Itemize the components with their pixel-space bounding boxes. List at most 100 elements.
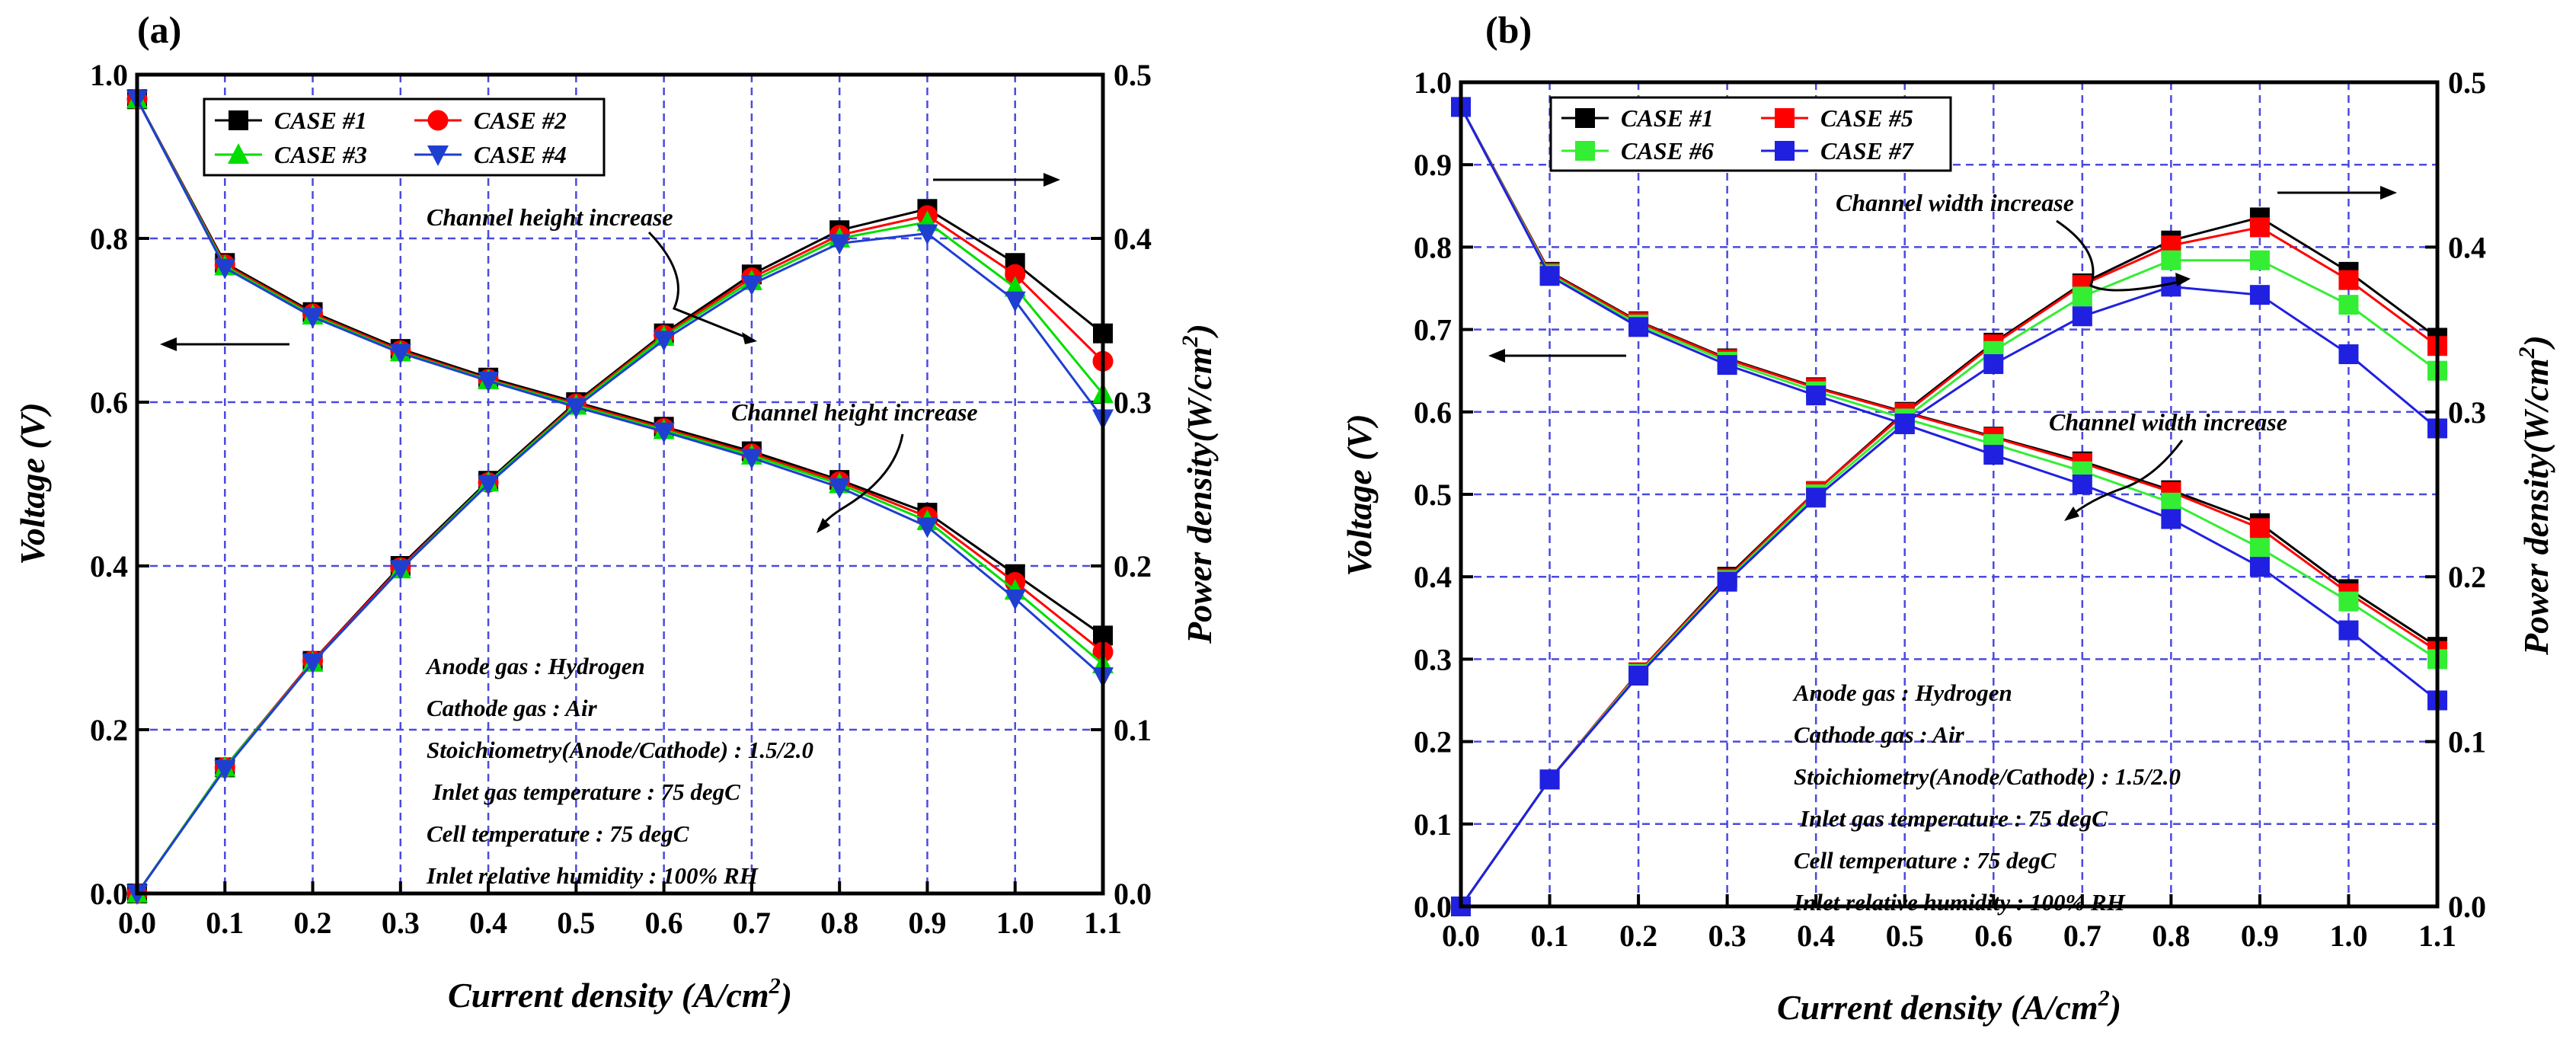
panel-a-conditions: Anode gas : Hydrogen Cathode gas : Air S…: [425, 653, 813, 889]
x-tick-label: 0.6: [1974, 919, 2012, 953]
y-left-tick-label: 0.6: [1414, 395, 1452, 430]
legend-case3-marker: [228, 143, 249, 164]
series-case5-power-point: [2338, 270, 2359, 290]
panel-b-voltage-trend-label: Channel width increase: [2049, 408, 2287, 436]
panel-b-tag: (b): [1485, 8, 1532, 51]
series-case4-power-point: [829, 234, 851, 255]
series-case3-voltage-line: [136, 98, 1104, 666]
panel-b-legend: CASE #1 CASE #5 CASE #6 CASE #7: [1549, 96, 1952, 172]
series-case1-voltage-line: [136, 98, 1104, 637]
panel-a-condition-2: Cathode gas : Air: [427, 695, 598, 721]
legend-case7-marker: [1775, 141, 1795, 161]
panel-b-condition-4: Inlet gas temperature : 75 degC: [1799, 805, 2108, 832]
panel-a-power-trend-arrow: [647, 231, 755, 342]
series-case6-power-point: [2072, 286, 2092, 307]
series-case4-power-point: [916, 224, 938, 245]
legend-case3-label: CASE #3: [274, 141, 367, 168]
x-tick-label: 0.7: [2063, 919, 2101, 953]
x-tick-label: 0.5: [1886, 919, 1924, 953]
x-tick-label: 0.1: [206, 906, 244, 940]
series-case4-power-point: [302, 653, 324, 674]
y-left-tick-label: 0.3: [1414, 642, 1452, 676]
y-left-tick-label: 0.0: [90, 877, 128, 911]
panel-a-frame: [135, 72, 1105, 896]
series-case7-voltage-point: [1539, 266, 1560, 286]
series-case7-power-line: [1459, 285, 2438, 907]
series-case4-power-point: [740, 275, 762, 296]
y-right-tick-label: 0.0: [1114, 877, 1152, 911]
series-case4-power-point: [565, 398, 587, 419]
series-case4-power-point: [214, 759, 236, 781]
series-case7-power-point: [1806, 487, 1827, 508]
panel-a: (a) 0.0 0.1 0.2 0.3 0.4 0.5 0.6 0.7 0.8 0.9 1.0 1.1…: [13, 8, 1219, 1015]
x-tick-label: 0.8: [820, 906, 858, 940]
x-tick-label: 1.0: [996, 906, 1034, 940]
y-right-tick-label: 0.3: [1114, 385, 1152, 420]
panel-a-legend-entries: CASE #1 CASE #2 CASE #3 CASE #4: [215, 107, 567, 168]
panel-b: (b) 0.0 0.1 0.2 0.3 0.4 0.5 0.6 0.7 0.8 0.9 1.0 1.1…: [1340, 8, 2555, 1027]
series-case5-voltage-point: [2249, 518, 2270, 539]
series-case4-voltage-point: [829, 478, 851, 499]
legend-case4-label: CASE #4: [474, 141, 567, 168]
series-case7-voltage-point: [2161, 509, 2181, 529]
x-tick-label: 0.4: [469, 906, 507, 940]
panel-b-condition-2: Cathode gas : Air: [1794, 721, 1965, 748]
x-tick-label: 0.5: [557, 906, 595, 940]
series-case7-voltage-point: [1806, 385, 1827, 406]
panel-b-ylabel-right: Power density(W/cm2): [2514, 335, 2555, 656]
series-case4-power-point: [1004, 291, 1026, 312]
series-case7-voltage-point: [1983, 445, 2004, 465]
legend-case4-marker: [427, 145, 449, 166]
x-tick-label: 0.3: [382, 906, 420, 940]
series-case5-voltage-line: [1459, 106, 2438, 652]
panel-a-condition-4: Inlet gas temperature : 75 degC: [432, 778, 740, 805]
y-right-tick-label: 0.2: [1114, 549, 1152, 583]
legend-case7-label: CASE #7: [1820, 137, 1915, 165]
series-case7-power-point: [2072, 306, 2092, 327]
panel-a-xlabel: Current density (A/cm2): [448, 973, 792, 1015]
panel-a-condition-1: Anode gas : Hydrogen: [425, 653, 645, 679]
legend-case6-marker: [1575, 141, 1595, 161]
series-case2-voltage-line: [136, 98, 1104, 654]
panel-b-right-axis-arrowhead: [2380, 186, 2397, 200]
series-case4-voltage-point: [389, 344, 411, 365]
x-tick-label: 0.9: [2241, 919, 2279, 953]
series-case7-power-point: [1628, 666, 1649, 686]
legend-case1-label: CASE #1: [1621, 104, 1714, 132]
panel-b-condition-3: Stoichiometry(Anode/Cathode) : 1.5/2.0: [1794, 763, 2181, 790]
series-case5-power-point: [2249, 217, 2270, 238]
x-tick-label: 0.0: [1442, 919, 1480, 953]
series-case4-power-point: [653, 331, 675, 352]
panel-a-legend: CASE #1 CASE #2 CASE #3 CASE #4: [203, 97, 606, 177]
panel-a-voltage-trend-label: Channel height increase: [731, 398, 978, 426]
panel-b-ticks: 0.0 0.1 0.2 0.3 0.4 0.5 0.6 0.7 0.8 0.9 1.0 1.10.00…: [1414, 66, 2486, 953]
x-tick-label: 0.6: [645, 906, 683, 940]
y-right-tick-label: 0.4: [2448, 230, 2486, 264]
panel-b-power-trend-arrowhead: [2175, 273, 2191, 286]
legend-case5-label: CASE #5: [1820, 104, 1913, 132]
panel-b-condition-1: Anode gas : Hydrogen: [1792, 679, 2012, 706]
panel-a-left-axis-arrowhead: [160, 337, 177, 351]
series-case6-voltage-line: [1459, 106, 2438, 660]
y-right-tick-label: 0.4: [1114, 222, 1152, 256]
panel-a-ticks: 0.0 0.1 0.2 0.3 0.4 0.5 0.6 0.7 0.8 0.9 1.0 1.10.00…: [90, 58, 1152, 940]
series-case7-voltage-point: [2249, 557, 2270, 577]
series-case7-power-point: [1894, 413, 1915, 433]
panel-b-condition-5: Cell temperature : 75 degC: [1794, 847, 2057, 874]
panel-a-condition-3: Stoichiometry(Anode/Cathode) : 1.5/2.0: [427, 737, 813, 763]
series-case7-power-point: [2338, 344, 2359, 365]
panel-b-grid: [1461, 82, 2437, 906]
y-left-tick-label: 0.4: [1414, 560, 1452, 594]
series-case7-voltage-point: [1717, 355, 1737, 376]
series-case6-power-point: [2338, 295, 2359, 315]
panel-b-series: [1451, 97, 2447, 916]
x-tick-label: 0.7: [733, 906, 771, 940]
y-right-tick-label: 0.1: [1114, 713, 1152, 747]
y-right-tick-label: 0.5: [1114, 58, 1152, 92]
series-case7-voltage-point: [2338, 620, 2359, 641]
x-tick-label: 0.2: [294, 906, 332, 940]
x-tick-label: 1.1: [2418, 919, 2456, 953]
x-tick-label: 0.4: [1797, 919, 1835, 953]
series-case7-power-point: [1539, 769, 1560, 790]
